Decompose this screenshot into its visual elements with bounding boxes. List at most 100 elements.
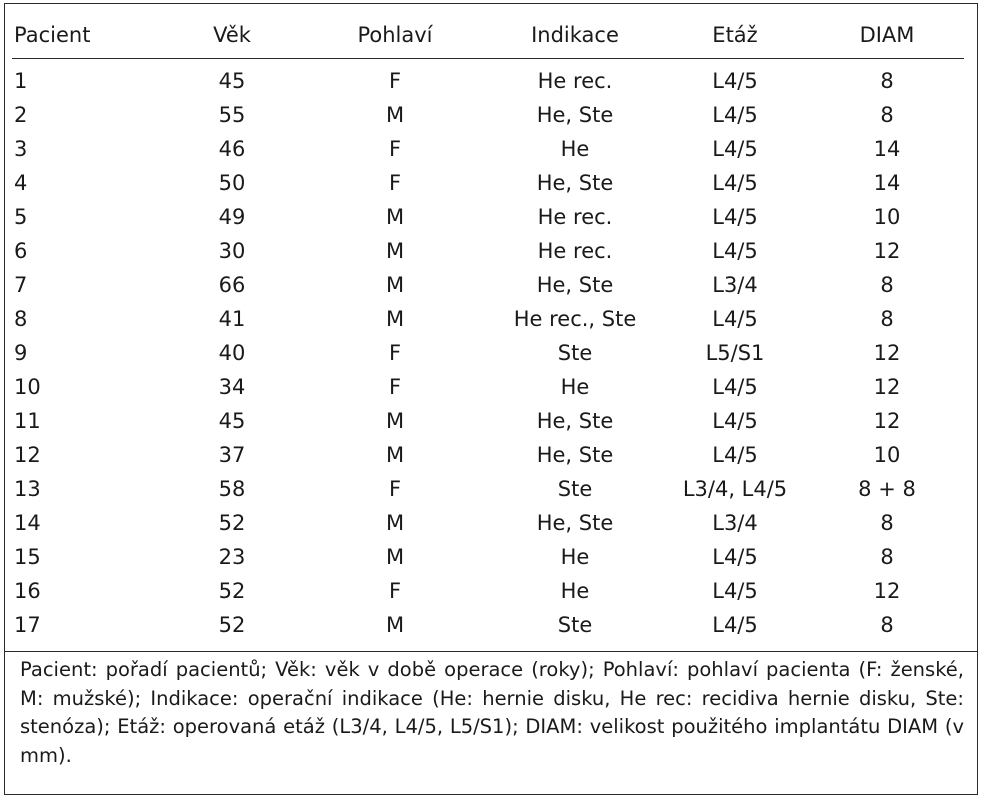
header-etaz: Etáž [660, 12, 810, 59]
cell-diam: 12 [873, 579, 901, 603]
cell-vek: 34 [218, 375, 246, 399]
table-row: 4 50 F He, Ste L4/5 14 [12, 166, 964, 200]
cell-pohlavi: M [385, 409, 405, 433]
cell-pohlavi: F [388, 579, 402, 603]
cell-vek: 41 [218, 307, 246, 331]
table-row: 14 52 M He, Ste L3/4 8 [12, 506, 964, 540]
cell-pohlavi: M [385, 545, 405, 569]
cell-vek: 52 [218, 579, 246, 603]
cell-diam: 10 [873, 443, 901, 467]
cell-etaz: L5/S1 [705, 341, 765, 365]
cell-etaz: L4/5 [712, 68, 758, 93]
table-row: 13 58 F Ste L3/4, L4/5 8 + 8 [12, 472, 964, 506]
table-row: 8 41 M He rec., Ste L4/5 8 [12, 302, 964, 336]
cell-etaz: L4/5 [712, 137, 758, 161]
table-frame [4, 3, 978, 795]
cell-indikace: He [560, 579, 590, 603]
cell-etaz: L4/5 [712, 239, 758, 263]
cell-vek: 52 [218, 613, 246, 637]
cell-pacient: 12 [14, 443, 41, 467]
cell-etaz: L4/5 [712, 205, 758, 229]
cell-pacient: 8 [14, 307, 28, 331]
cell-pohlavi: M [385, 613, 405, 637]
header-vek: Věk [164, 12, 300, 59]
table-row: 17 52 M Ste L4/5 8 [12, 608, 964, 642]
cell-pacient: 3 [14, 137, 28, 161]
table-row: 3 46 F He L4/5 14 [12, 132, 964, 166]
cell-pacient: 14 [14, 511, 41, 535]
cell-diam: 14 [873, 137, 901, 161]
cell-vek: 58 [218, 477, 246, 501]
cell-indikace: Ste [557, 341, 593, 365]
cell-pacient: 2 [14, 103, 28, 127]
table-footnote: Pacient: pořadí pacientů; Věk: věk v dob… [20, 658, 964, 767]
cell-etaz: L3/4 [712, 273, 758, 297]
cell-indikace: He rec. [537, 68, 613, 93]
cell-pohlavi: F [388, 68, 402, 93]
table-row: 15 23 M He L4/5 8 [12, 540, 964, 574]
cell-pacient: 15 [14, 545, 41, 569]
cell-vek: 40 [218, 341, 246, 365]
cell-diam: 12 [873, 409, 901, 433]
cell-diam: 8 [880, 545, 894, 569]
cell-indikace: He, Ste [536, 409, 614, 433]
cell-vek: 50 [218, 171, 246, 195]
table-row: 7 66 M He, Ste L3/4 8 [12, 268, 964, 302]
cell-vek: 46 [218, 137, 246, 161]
table-row: 10 34 F He L4/5 12 [12, 370, 964, 404]
cell-pacient: 4 [14, 171, 28, 195]
cell-indikace: He [560, 545, 590, 569]
cell-pacient: 7 [14, 273, 28, 297]
cell-pohlavi: F [388, 171, 402, 195]
cell-indikace: He, Ste [536, 511, 614, 535]
cell-vek: 66 [218, 273, 246, 297]
cell-pohlavi: M [385, 103, 405, 127]
cell-indikace: He, Ste [536, 443, 614, 467]
header-diam: DIAM [810, 12, 964, 59]
cell-pohlavi: F [388, 137, 402, 161]
cell-diam: 10 [873, 205, 901, 229]
table-row: 16 52 F He L4/5 12 [12, 574, 964, 608]
table-row: 5 49 M He rec. L4/5 10 [12, 200, 964, 234]
cell-pohlavi: F [388, 341, 402, 365]
cell-pacient: 16 [14, 579, 41, 603]
cell-diam: 8 [880, 613, 894, 637]
cell-pohlavi: M [385, 239, 405, 263]
cell-etaz: L4/5 [712, 409, 758, 433]
cell-pacient: 1 [14, 68, 28, 93]
cell-diam: 12 [873, 375, 901, 399]
cell-vek: 37 [218, 443, 246, 467]
table-row: 1 45 F He rec. L4/5 8 [12, 59, 964, 99]
cell-pacient: 9 [14, 341, 28, 365]
cell-etaz: L4/5 [712, 103, 758, 127]
cell-etaz: L3/4, L4/5 [682, 477, 788, 501]
cell-etaz: L4/5 [712, 443, 758, 467]
table-row: 2 55 M He, Ste L4/5 8 [12, 98, 964, 132]
cell-diam: 8 [880, 511, 894, 535]
cell-diam: 8 [880, 103, 894, 127]
cell-indikace: Ste [557, 477, 593, 501]
header-indikace: Indikace [490, 12, 660, 59]
cell-vek: 52 [218, 511, 246, 535]
cell-etaz: L3/4 [712, 511, 758, 535]
cell-diam: 12 [873, 341, 901, 365]
cell-pohlavi: M [385, 273, 405, 297]
cell-pacient: 11 [14, 409, 41, 433]
table-row: 6 30 M He rec. L4/5 12 [12, 234, 964, 268]
cell-diam: 8 [880, 273, 894, 297]
cell-pohlavi: M [385, 511, 405, 535]
cell-vek: 49 [218, 205, 246, 229]
table-body: 1 45 F He rec. L4/5 8 2 55 M He, Ste L4/5 8 3 46 F He L4… [12, 59, 964, 643]
cell-indikace: He, Ste [536, 273, 614, 297]
cell-pacient: 5 [14, 205, 28, 229]
cell-diam: 12 [873, 239, 901, 263]
footnote-divider [4, 651, 978, 652]
cell-pohlavi: M [385, 205, 405, 229]
cell-etaz: L4/5 [712, 545, 758, 569]
cell-etaz: L4/5 [712, 171, 758, 195]
cell-vek: 30 [218, 239, 246, 263]
cell-pohlavi: M [385, 307, 405, 331]
cell-diam: 8 + 8 [858, 477, 916, 501]
cell-indikace: He rec. [537, 239, 613, 263]
cell-vek: 45 [218, 68, 246, 93]
